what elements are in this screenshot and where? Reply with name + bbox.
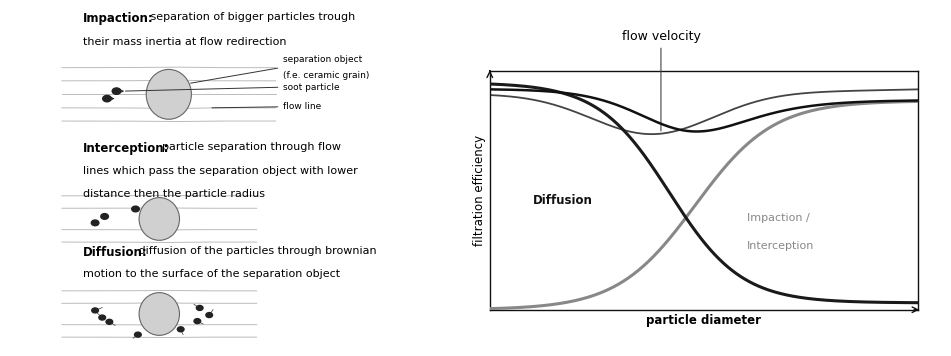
Circle shape (194, 319, 201, 324)
Circle shape (196, 305, 203, 310)
Ellipse shape (139, 198, 180, 240)
Circle shape (106, 319, 113, 324)
Text: separation object: separation object (283, 55, 362, 64)
Text: Impaction /: Impaction / (747, 213, 809, 224)
Text: Interception:: Interception: (84, 142, 169, 156)
Circle shape (131, 206, 140, 212)
Circle shape (112, 88, 121, 94)
Text: separation of bigger particles trough: separation of bigger particles trough (147, 12, 356, 22)
Ellipse shape (146, 69, 191, 119)
Circle shape (135, 332, 141, 337)
Circle shape (177, 327, 184, 332)
Circle shape (101, 214, 108, 219)
Text: flow velocity: flow velocity (622, 30, 700, 131)
Text: flow line: flow line (283, 102, 321, 111)
Circle shape (103, 95, 111, 102)
Text: distance then the particle radius: distance then the particle radius (84, 189, 265, 199)
Ellipse shape (139, 293, 180, 335)
Text: Diffusion:: Diffusion: (84, 246, 148, 259)
Text: motion to the surface of the separation object: motion to the surface of the separation … (84, 269, 340, 279)
Y-axis label: filtration efficiency: filtration efficiency (473, 135, 486, 246)
Circle shape (205, 313, 212, 318)
Text: particle separation through flow: particle separation through flow (155, 142, 341, 152)
Text: their mass inertia at flow redirection: their mass inertia at flow redirection (84, 37, 286, 47)
Text: (f.e. ceramic grain): (f.e. ceramic grain) (283, 71, 369, 80)
Circle shape (91, 308, 99, 313)
Circle shape (91, 220, 99, 226)
X-axis label: particle diameter: particle diameter (647, 314, 761, 327)
Text: lines which pass the separation object with lower: lines which pass the separation object w… (84, 166, 358, 176)
Text: Impaction:: Impaction: (84, 12, 154, 26)
Text: Diffusion: Diffusion (533, 194, 592, 207)
Circle shape (99, 315, 106, 320)
Text: Interception: Interception (747, 241, 814, 251)
Text: soot particle: soot particle (283, 83, 340, 92)
Text: diffusion of the particles through brownian: diffusion of the particles through brown… (135, 246, 377, 256)
